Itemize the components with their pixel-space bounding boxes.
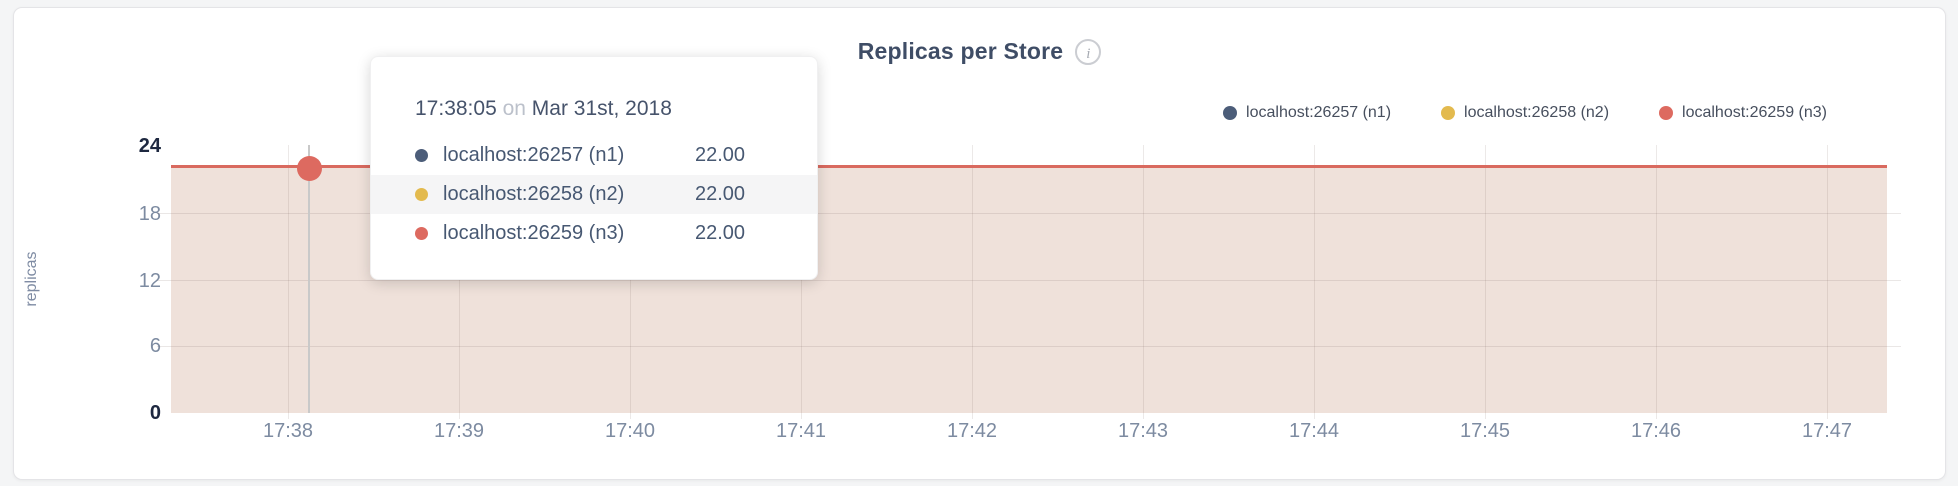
gridline-vertical [972,145,973,419]
tooltip-row-n1: localhost:26257 (n1) 22.00 [371,136,817,175]
tooltip-series-name: localhost:26258 (n2) [443,183,625,205]
tooltip-series-name: localhost:26257 (n1) [443,144,625,166]
tooltip-series-value: 22.00 [695,144,746,166]
x-tick: 17:44 [1288,420,1340,442]
gridline-vertical [1143,145,1144,419]
chart-tooltip: 17:38:05 on Mar 31st, 2018 localhost:262… [370,56,818,280]
x-tick: 17:47 [1801,420,1853,442]
gridline-horizontal [157,280,1901,281]
y-tick-6: 6 [149,335,161,357]
y-tick-18: 18 [138,203,161,225]
tooltip-series-dot [415,149,428,162]
legend-series-dot [1659,106,1674,120]
tooltip-conjunction: on [502,97,526,120]
chart-header: Replicas per Store i [14,38,1945,65]
x-tick: 17:43 [1117,420,1169,442]
gridline-horizontal [157,213,1901,214]
legend-series-dot [1441,106,1456,120]
legend-entry-n1[interactable]: localhost:26257 (n1) [1223,104,1391,122]
gridline-vertical [1827,145,1828,419]
series-line [171,165,1887,168]
gridline-vertical [630,145,631,419]
chart-title: Replicas per Store [857,38,1064,64]
gridline-vertical [459,145,460,419]
gridline-horizontal [157,346,1901,347]
tooltip-timestamp: 17:38:05 on Mar 31st, 2018 [415,97,767,121]
y-tick-24: 24 [138,135,161,157]
tooltip-date: Mar 31st, 2018 [531,97,672,120]
tooltip-series-value: 22.00 [695,183,746,205]
tooltip-time: 17:38:05 [415,97,497,120]
tooltip-series-value: 22.00 [695,222,746,244]
x-tick: 17:41 [775,420,827,442]
crosshair-line [308,145,310,413]
y-tick-12: 12 [138,270,161,292]
tooltip-series-dot [415,227,428,240]
x-tick: 17:39 [433,420,485,442]
x-tick: 17:46 [1630,420,1682,442]
metric-chart-card: Replicas per Store i localhost:26257 (n1… [13,7,1946,480]
gridline-vertical [1314,145,1315,419]
y-axis-label: replicas [23,251,40,307]
gridline-vertical [288,145,289,419]
legend-series-dot [1223,106,1238,120]
legend-entry-n3[interactable]: localhost:26259 (n3) [1659,104,1827,122]
x-tick: 17:40 [604,420,656,442]
legend-label: localhost:26257 (n1) [1246,104,1392,121]
gridline-vertical [1656,145,1657,419]
tooltip-row-n3: localhost:26259 (n3) 22.00 [371,214,817,253]
tooltip-series-name: localhost:26259 (n3) [443,222,625,244]
gridline-vertical [1485,145,1486,419]
hover-point-marker [297,156,322,181]
legend-label: localhost:26259 (n3) [1682,104,1827,121]
legend-entry-n2[interactable]: localhost:26258 (n2) [1441,104,1609,122]
x-tick: 17:38 [262,420,314,442]
x-tick: 17:45 [1459,420,1511,442]
chart-legend: localhost:26257 (n1) localhost:26258 (n2… [1223,104,1827,122]
legend-label: localhost:26258 (n2) [1464,104,1610,121]
tooltip-rows: localhost:26257 (n1) 22.00 localhost:262… [371,136,817,253]
tooltip-series-dot [415,188,428,201]
gridline-vertical [801,145,802,419]
x-tick: 17:42 [946,420,998,442]
info-icon[interactable]: i [1075,38,1102,65]
tooltip-row-n2: localhost:26258 (n2) 22.00 [371,175,817,214]
y-tick-0: 0 [149,402,161,424]
